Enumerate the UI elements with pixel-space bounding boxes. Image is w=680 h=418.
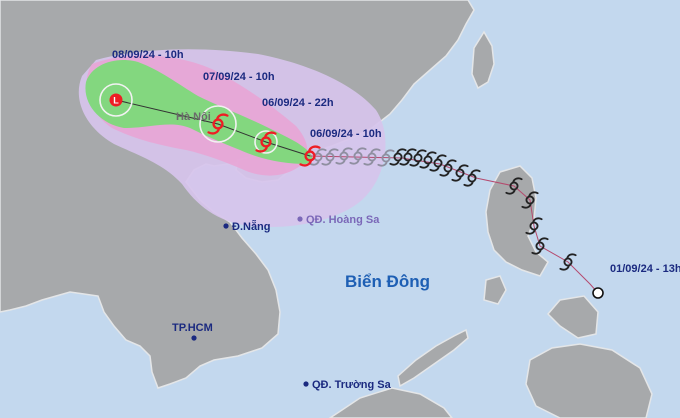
track-start-marker bbox=[592, 287, 604, 299]
palawan-island bbox=[397, 328, 469, 388]
mindanao-island bbox=[525, 343, 653, 418]
place-dot-hoangsa bbox=[297, 216, 303, 222]
place-danang: Đ.Nẵng bbox=[232, 220, 271, 233]
past-track-line bbox=[309, 155, 599, 294]
label-07-09-10h: 07/09/24 - 10h bbox=[203, 71, 275, 83]
low-pressure-icon bbox=[109, 93, 123, 107]
place-hanoi: Hà Nội bbox=[176, 111, 211, 123]
place-hoangsa: QĐ. Hoàng Sa bbox=[306, 214, 380, 226]
forecast-markers: L bbox=[99, 83, 321, 167]
wind-radius-ring bbox=[199, 105, 237, 143]
borneo-island bbox=[328, 387, 453, 418]
low-pressure-symbol: L bbox=[113, 96, 119, 106]
place-dot-danang bbox=[223, 223, 229, 229]
place-dot-hcm bbox=[191, 335, 197, 341]
label-06-09-10h: 06/09/24 - 10h bbox=[310, 128, 382, 140]
mindoro-island bbox=[483, 275, 507, 305]
sea-name: Biển Đông bbox=[345, 272, 430, 291]
wind-radius-ring bbox=[254, 130, 278, 154]
forecast-track-line bbox=[115, 99, 311, 157]
taiwan-island bbox=[471, 30, 495, 90]
place-truongsa: QĐ. Trường Sa bbox=[312, 379, 392, 391]
place-dot-truongsa bbox=[303, 381, 309, 387]
label-01-09-13h: 01/09/24 - 13h bbox=[610, 263, 680, 275]
wind-radius-ring bbox=[99, 83, 133, 117]
place-hcm: TP.HCM bbox=[172, 322, 213, 334]
label-08-09-10h: 08/09/24 - 10h bbox=[112, 49, 184, 61]
label-06-09-22h: 06/09/24 - 22h bbox=[262, 97, 334, 109]
visayas-islands bbox=[546, 295, 599, 339]
